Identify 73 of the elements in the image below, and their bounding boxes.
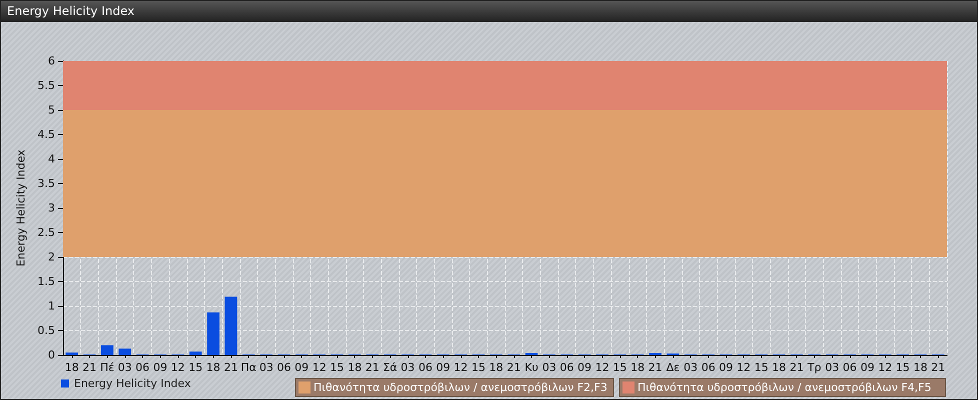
x-tick-label: 12 — [878, 361, 892, 374]
x-tick-label: 12 — [595, 361, 610, 374]
x-tick-label: 06 — [136, 361, 150, 374]
x-tick-label: 06 — [418, 361, 432, 374]
x-tick-label: 18 — [206, 361, 220, 374]
x-tick-label: 12 — [736, 361, 751, 374]
x-tick-label: 18 — [64, 361, 79, 374]
x-tick-label: 15 — [330, 361, 344, 374]
y-tick-label: 0 — [48, 348, 55, 362]
x-tick-label: Κυ — [524, 361, 538, 374]
x-tick-label: 21 — [365, 361, 380, 374]
y-tick-label: 5 — [48, 104, 55, 116]
y-tick-label: 4.5 — [38, 128, 55, 141]
legend-label: Energy Helicity Index — [74, 377, 192, 390]
x-tick-label: 18 — [772, 361, 786, 374]
y-tick-label: 1 — [48, 300, 55, 312]
x-tick-label: 09 — [719, 361, 733, 374]
x-tick-label: 21 — [790, 361, 804, 374]
y-tick-label: 2 — [48, 250, 55, 264]
x-tick-label: Πέ — [100, 361, 114, 374]
x-tick-label: 06 — [701, 361, 716, 374]
bar — [189, 352, 202, 355]
bar — [101, 345, 114, 355]
y-tick-label: 3.5 — [38, 177, 55, 190]
x-tick-label: 18 — [630, 361, 645, 374]
x-tick-label: 21 — [506, 361, 521, 374]
y-axis-title: Energy Helicity Index — [14, 149, 28, 266]
x-tick-label: 03 — [118, 361, 132, 374]
x-tick-label: 06 — [277, 361, 291, 374]
x-tick-label: 18 — [489, 361, 504, 374]
chart-title: Energy Helicity Index — [1, 1, 977, 22]
bar — [207, 312, 220, 355]
x-tick-label: 15 — [612, 361, 627, 374]
x-tick-label: 12 — [170, 361, 185, 374]
x-tick-label: 06 — [842, 361, 857, 374]
x-tick-label: 09 — [436, 361, 450, 374]
x-tick-label: 03 — [400, 361, 415, 374]
legend-label: Πιθανότητα υδροστρόβιλων / ανεμοστρόβιλων F2,F3 — [314, 381, 608, 394]
x-tick-label: 09 — [153, 361, 168, 374]
x-tick-label: 15 — [471, 361, 486, 374]
x-tick-label: 12 — [454, 361, 468, 374]
x-tick-label: 21 — [931, 361, 946, 374]
x-tick-label: 03 — [542, 361, 556, 374]
x-tick-label: 09 — [860, 361, 874, 374]
x-tick-label: 18 — [348, 361, 362, 374]
y-tick-label: 0.5 — [38, 324, 55, 337]
x-tick-label: 09 — [578, 361, 592, 374]
x-tick-label: Τρ — [806, 361, 822, 374]
x-tick-label: 21 — [82, 361, 97, 374]
y-tick-label: 1.5 — [38, 275, 55, 288]
x-tick-label: 03 — [825, 361, 840, 374]
y-tick-label: 4 — [48, 152, 55, 166]
x-tick-label: Σά — [382, 361, 398, 374]
x-tick-label: 03 — [259, 361, 274, 374]
bar — [118, 348, 132, 355]
bar — [224, 296, 238, 355]
x-tick-label: 12 — [312, 361, 326, 374]
y-tick-label: 2.5 — [38, 226, 55, 239]
x-tick-label: Πα — [240, 361, 256, 374]
x-tick-label: 15 — [754, 361, 768, 374]
x-tick-label: 03 — [684, 361, 698, 374]
x-tick-label: 06 — [560, 361, 574, 374]
x-tick-label: 15 — [188, 361, 203, 374]
y-tick-label: 6 — [48, 54, 55, 68]
x-tick-label: 15 — [896, 361, 910, 374]
x-tick-label: 18 — [913, 361, 928, 374]
x-tick-label: Δε — [666, 361, 680, 374]
y-tick-label: 3 — [48, 202, 55, 214]
x-tick-label: 21 — [648, 361, 662, 374]
y-tick-label: 5.5 — [38, 79, 55, 92]
legend-label: Πιθανότητα υδροστρόβιλων / ανεμοστρόβιλων F4,F5 — [638, 381, 932, 394]
x-tick-label: 09 — [294, 361, 309, 374]
x-tick-label: 21 — [224, 361, 238, 374]
